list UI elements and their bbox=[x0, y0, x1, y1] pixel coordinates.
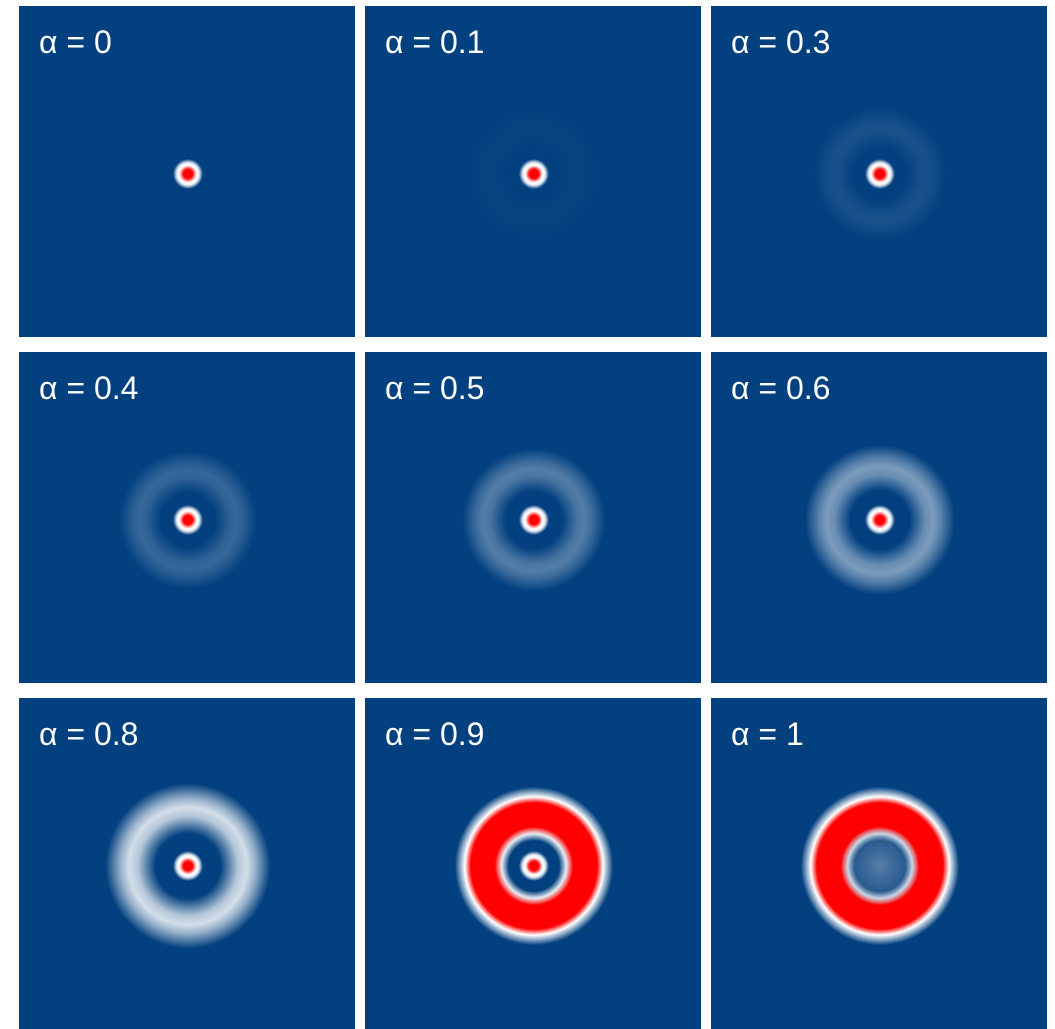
central-spot bbox=[865, 505, 895, 535]
alpha-label: α = 0.1 bbox=[385, 24, 485, 60]
beam-panel-2: α = 0.1 bbox=[365, 6, 701, 337]
central-spot bbox=[519, 505, 549, 535]
central-spot bbox=[173, 851, 203, 881]
beam-panel-9: α = 1 bbox=[711, 698, 1047, 1029]
alpha-label: α = 0.6 bbox=[731, 370, 831, 406]
intensity-pattern bbox=[466, 106, 602, 242]
intensity-pattern bbox=[787, 773, 973, 959]
beam-panel-5: α = 0.5 bbox=[365, 352, 701, 683]
central-spot bbox=[519, 159, 549, 189]
beam-panel-7: α = 0.8 bbox=[19, 698, 355, 1029]
beam-panel-8: α = 0.9 bbox=[365, 698, 701, 1029]
alpha-label: α = 1 bbox=[731, 716, 804, 752]
intensity-pattern bbox=[102, 780, 274, 952]
central-spot bbox=[865, 159, 895, 189]
alpha-label: α = 0.9 bbox=[385, 716, 485, 752]
intensity-pattern bbox=[802, 442, 958, 598]
alpha-label: α = 0 bbox=[39, 24, 112, 60]
beam-panel-3: α = 0.3 bbox=[711, 6, 1047, 337]
beam-panel-4: α = 0.4 bbox=[19, 352, 355, 683]
central-spot bbox=[173, 505, 203, 535]
intensity-pattern bbox=[173, 159, 203, 189]
intensity-pattern bbox=[811, 105, 949, 243]
beam-panel-1: α = 0 bbox=[19, 6, 355, 337]
alpha-label: α = 0.3 bbox=[731, 24, 831, 60]
intensity-pattern bbox=[116, 448, 260, 592]
alpha-label: α = 0.4 bbox=[39, 370, 139, 406]
central-spot bbox=[173, 159, 203, 189]
beam-panel-6: α = 0.6 bbox=[711, 352, 1047, 683]
intensity-pattern bbox=[441, 773, 627, 959]
central-spot bbox=[840, 826, 920, 906]
central-spot bbox=[519, 851, 549, 881]
intensity-pattern bbox=[459, 445, 609, 595]
alpha-label: α = 0.5 bbox=[385, 370, 485, 406]
alpha-label: α = 0.8 bbox=[39, 716, 139, 752]
